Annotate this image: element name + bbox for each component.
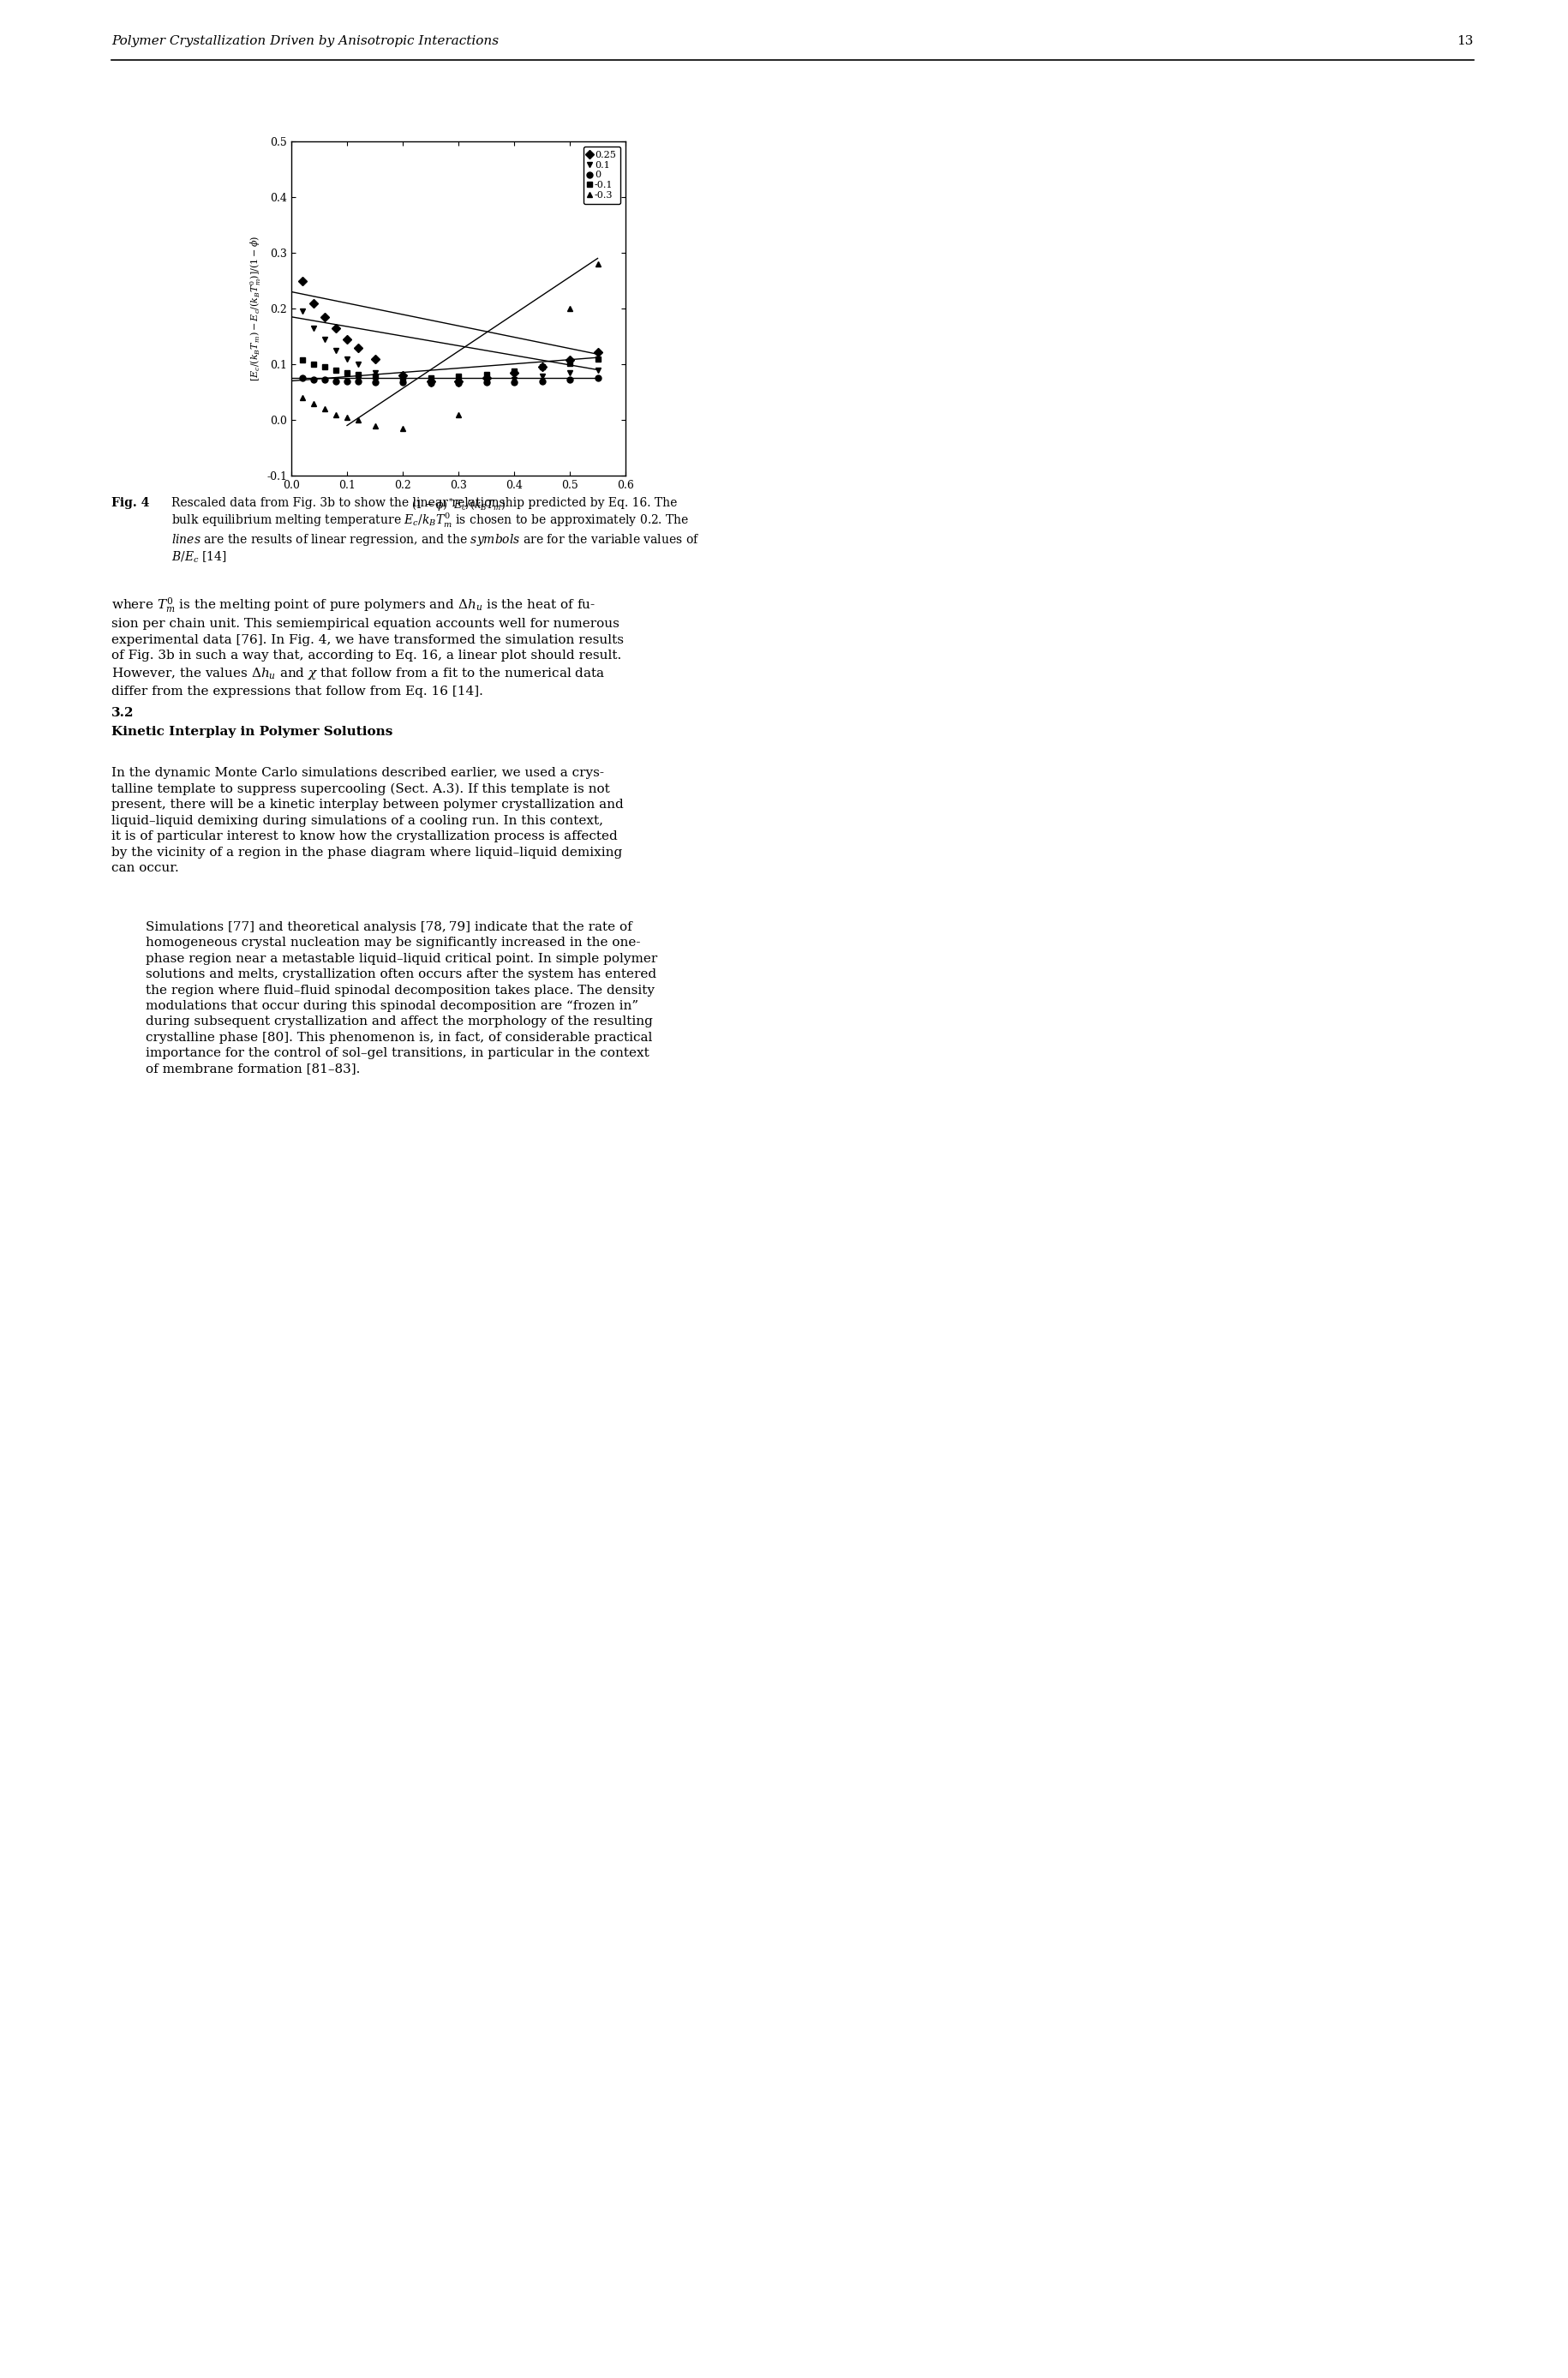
Text: Simulations [77] and theoretical analysis [78, 79] indicate that the rate of
hom: Simulations [77] and theoretical analysi… (146, 920, 657, 1075)
Text: In the dynamic Monte Carlo simulations described earlier, we used a crys-
tallin: In the dynamic Monte Carlo simulations d… (111, 768, 624, 875)
X-axis label: $(1-\phi)^*E_c/(k_BT_m)$: $(1-\phi)^*E_c/(k_BT_m)$ (411, 497, 505, 514)
Text: where $T^0_m$ is the melting point of pure polymers and $\Delta h_u$ is the heat: where $T^0_m$ is the melting point of pu… (111, 594, 624, 697)
Text: Fig. 4: Fig. 4 (111, 497, 158, 509)
Text: 13: 13 (1457, 36, 1474, 48)
Text: Rescaled data from Fig. 3b to show the linear relationship predicted by Eq. 16. : Rescaled data from Fig. 3b to show the l… (171, 497, 699, 564)
Text: Polymer Crystallization Driven by Anisotropic Interactions: Polymer Crystallization Driven by Anisot… (111, 36, 499, 48)
Text: 3.2: 3.2 (111, 706, 135, 718)
Legend: 0.25, 0.1, 0, -0.1, -0.3: 0.25, 0.1, 0, -0.1, -0.3 (583, 145, 621, 205)
Y-axis label: $[E_c/(k_BT_m)-E_c/(k_BT_m^0)]/(1-\phi)$: $[E_c/(k_BT_m)-E_c/(k_BT_m^0)]/(1-\phi)$ (249, 235, 263, 380)
Text: Kinetic Interplay in Polymer Solutions: Kinetic Interplay in Polymer Solutions (111, 725, 392, 737)
